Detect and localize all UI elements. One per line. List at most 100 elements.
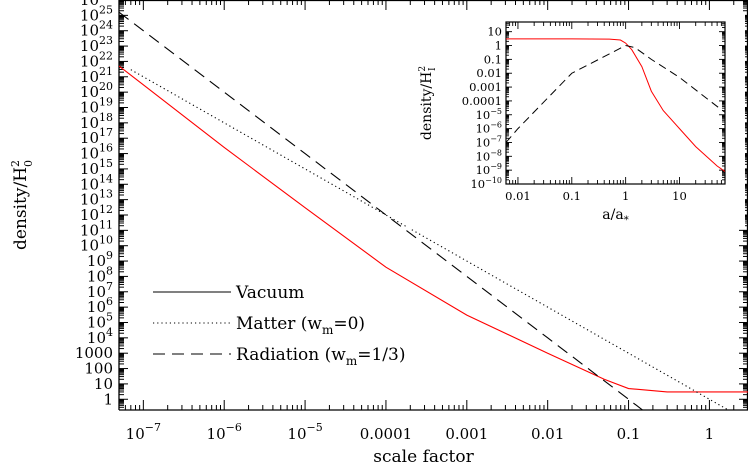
y-tick-label-exponent: 7 — [106, 280, 113, 293]
inset-y-tick-label-base: 0.001 — [469, 80, 502, 94]
y-tick-label-base: 10 — [87, 252, 106, 270]
y-tick-label-exponent: 13 — [99, 188, 113, 201]
inset-y-tick-label-exponent: −5 — [490, 107, 502, 116]
inset-y-tick-label-exponent: −7 — [490, 134, 502, 143]
x-tick-label-base: 10 — [126, 425, 145, 443]
inset-y-tick-label-exponent: −6 — [490, 121, 502, 130]
inset-x-tick-label: 10 — [672, 189, 687, 203]
y-tick-label-base: 10 — [80, 6, 99, 24]
y-axis-title-sub: 0 — [22, 160, 35, 167]
y-tick-label-exponent: 14 — [99, 172, 113, 185]
legend-entry-1: Matter (wm=0) — [236, 314, 365, 337]
y-tick-label-exponent: 19 — [99, 95, 113, 108]
legend-label-sub: m — [346, 354, 358, 368]
y-tick-label-exponent: 24 — [99, 19, 113, 32]
y-tick-label-exponent: 18 — [99, 111, 113, 124]
inset-y-tick-label-base: 0.01 — [476, 66, 502, 80]
inset-y-tick-label: 10−5 — [476, 107, 502, 122]
y-tick-label: 109 — [87, 249, 113, 270]
inset-y-tick-label: 1 — [495, 39, 502, 53]
y-tick-label-exponent: 15 — [99, 157, 113, 170]
y-tick-label: 1020 — [80, 80, 113, 101]
inset-y-tick-label-base: 10 — [476, 163, 491, 177]
inset-x-tick-label-base: 0.01 — [505, 189, 531, 203]
y-tick-label-base: 10 — [80, 160, 99, 178]
x-tick-label: 10−6 — [207, 421, 242, 443]
y-tick-label-base: 1000 — [75, 344, 113, 362]
y-tick-label: 1010 — [80, 234, 113, 255]
y-tick-label-base: 10 — [80, 237, 99, 255]
y-tick-label: 1026 — [80, 0, 113, 9]
inset-y-axis-title-base: density/H — [419, 72, 435, 140]
y-tick-label-base: 10 — [94, 375, 113, 393]
y-tick-label-base: 100 — [84, 360, 113, 378]
x-tick-label-base: 0.001 — [445, 425, 488, 443]
y-tick-label: 100 — [84, 360, 113, 378]
inset-plot-area: 1010.10.010.0010.000110−510−610−710−810−… — [406, 12, 745, 229]
inset-x-tick-label-base: 1 — [622, 189, 629, 203]
y-tick-label-exponent: 21 — [99, 65, 113, 78]
x-tick-label: 0.01 — [531, 425, 564, 443]
x-tick-label-base: 0.01 — [531, 425, 564, 443]
y-tick-label-base: 10 — [87, 267, 106, 285]
inset-x-axis-title-base: a/a — [602, 207, 623, 223]
inset-y-axis-title-sup: 2 — [418, 66, 428, 72]
legend-entry-0: Vacuum — [235, 283, 304, 303]
inset-y-tick-label-base: 0.1 — [484, 52, 502, 66]
vacuum-curve — [119, 65, 748, 393]
radiation-curve — [119, 11, 644, 410]
y-tick-label-exponent: 22 — [99, 49, 113, 62]
y-tick-label-base: 10 — [80, 0, 99, 9]
y-tick-label-base: 10 — [80, 175, 99, 193]
y-tick-label-base: 10 — [80, 98, 99, 116]
y-tick-label: 1024 — [80, 19, 113, 40]
y-tick-label: 1013 — [80, 188, 113, 209]
inset-x-axis-title: a/a* — [602, 207, 628, 226]
y-tick-label: 106 — [87, 295, 113, 316]
y-tick-label: 1016 — [80, 142, 113, 163]
inset-y-tick-label: 0.0001 — [462, 94, 502, 108]
inset-y-tick-label: 10−9 — [476, 162, 502, 177]
x-tick-label-exponent: −6 — [226, 421, 242, 434]
y-tick-label-base: 10 — [80, 52, 99, 70]
y-tick-label-base: 10 — [87, 298, 106, 316]
x-tick-label: 0.001 — [445, 425, 488, 443]
legend-label: Vacuum — [235, 283, 304, 303]
inset-x-tick-label-base: 0.1 — [563, 189, 581, 203]
inset-y-tick-label-base: 10 — [487, 25, 502, 39]
x-tick-label-base: 10 — [287, 425, 306, 443]
main-series-group — [119, 11, 748, 410]
x-tick-label: 0.1 — [617, 425, 641, 443]
y-axis-title-sup: 2 — [9, 160, 22, 167]
y-tick-label: 1 — [103, 390, 113, 408]
y-tick-label-exponent: 23 — [99, 34, 113, 47]
y-tick-label-base: 10 — [80, 206, 99, 224]
y-tick-label-exponent: 25 — [99, 3, 113, 16]
y-tick-label: 1023 — [80, 34, 113, 55]
inset-series-group — [506, 38, 725, 172]
inset-x-axis-title-sub: * — [624, 215, 629, 226]
inset-y-tick-label-exponent: −8 — [490, 148, 502, 157]
inset-y-tick-label: 0.01 — [476, 66, 502, 80]
y-tick-label: 1018 — [80, 111, 113, 132]
x-tick-label: 10−5 — [287, 421, 322, 443]
legend-label: Matter (w — [236, 314, 322, 334]
y-tick-label: 108 — [87, 264, 113, 285]
inset-y-tick-label-base: 1 — [495, 39, 502, 53]
y-tick-label-base: 10 — [80, 129, 99, 147]
x-tick-label-base: 0.1 — [617, 425, 641, 443]
inset-x-tick-label: 1 — [622, 189, 629, 203]
x-tick-label: 0.0001 — [360, 425, 413, 443]
inset-y-tick-label: 10−7 — [476, 134, 502, 149]
y-tick-label: 1015 — [80, 157, 113, 178]
y-tick-label-exponent: 17 — [99, 126, 113, 139]
y-tick-label-base: 1 — [103, 390, 113, 408]
inset-y-tick-label-base: 0.0001 — [462, 94, 502, 108]
y-tick-label-base: 10 — [80, 68, 99, 86]
inset-y-tick-label: 10 — [487, 25, 502, 39]
y-tick-label-base: 10 — [80, 145, 99, 163]
legend-entry-2: Radiation (wm=1/3) — [236, 345, 405, 368]
y-tick-label: 1017 — [80, 126, 113, 147]
